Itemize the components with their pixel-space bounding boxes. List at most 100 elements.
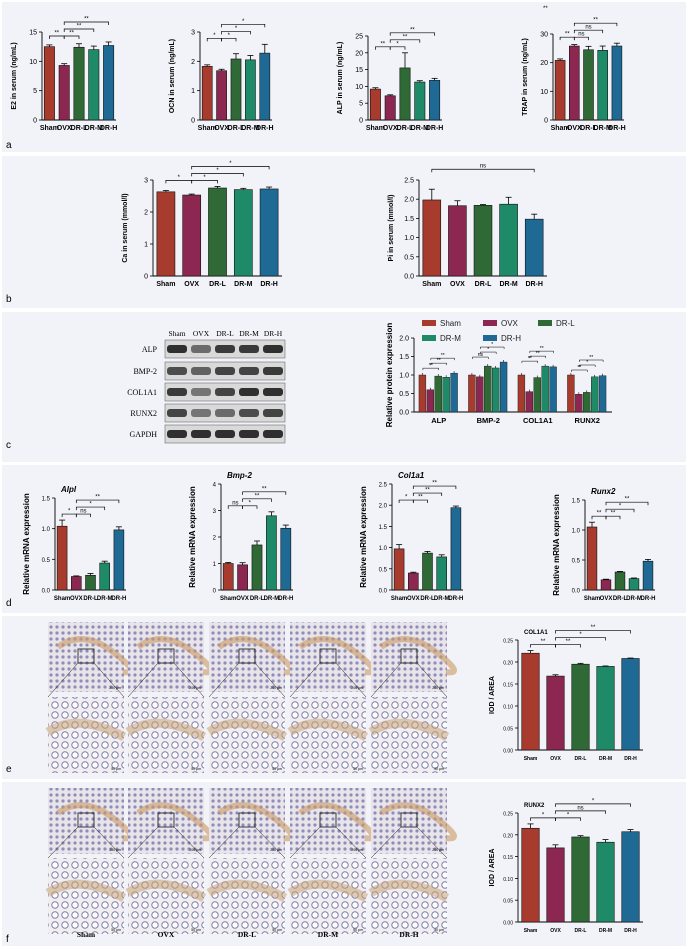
significance-bracket (555, 644, 581, 648)
y-tick-label: 2 (213, 536, 217, 542)
y-tick-label: 0.5 (399, 391, 409, 398)
bar-dr-m (99, 562, 110, 591)
chart-title: COL1A1 (524, 630, 548, 636)
chart-col1a1_iod: 0.00 0.05 0.10 0.15 0.20 0.25 IOD / AREA COL1A1… (489, 625, 643, 762)
ihc-zoom-line (93, 662, 125, 698)
y-tick-label: 0.0 (404, 274, 414, 281)
x-tick-label: DR-L (475, 281, 492, 288)
significance-bracket (191, 166, 270, 170)
significance-label: * (567, 812, 570, 818)
blot-band (263, 409, 283, 417)
ihc-zoom-box (157, 648, 175, 664)
significance-label: ns (577, 805, 583, 811)
panel-letter-c: c (6, 440, 11, 451)
x-tick-label: Sham (220, 596, 236, 602)
ihc-zoom-line (173, 662, 205, 698)
x-tick-label: Sham (391, 596, 407, 602)
panel-letter-e: e (6, 764, 12, 775)
ihc-zoom-line (127, 826, 159, 859)
significance-bracket (605, 515, 621, 520)
y-tick-label: 0.25 (503, 812, 513, 818)
y-tick-label: 3 (144, 178, 148, 185)
bar-sham (521, 827, 540, 923)
bar-sham (422, 199, 442, 277)
y-axis-label: IOD / AREA (489, 849, 496, 887)
bar-dr-h (259, 52, 271, 121)
x-tick-label: Sham (551, 125, 570, 132)
x-tick-label: DR-M (97, 596, 113, 602)
bar-col1a1-dr-h (549, 366, 557, 413)
bar-bmp-2-dr-h (499, 361, 508, 413)
ihc-zoom-box (157, 812, 175, 828)
ihc-trabecula (45, 718, 127, 741)
blot-band (239, 367, 259, 375)
x-tick-label: OVX (383, 125, 398, 132)
blot-band (239, 409, 259, 417)
bar-sham (369, 88, 381, 121)
ihc-zoom-line (254, 826, 286, 859)
x-tick-label: DR-H (608, 125, 626, 132)
ihc-trabecula (287, 879, 369, 902)
bar-dr-l (583, 49, 594, 121)
ihc-zoom-line (335, 662, 367, 698)
significance-label: ** (437, 358, 441, 364)
legend-swatch-dr-l (538, 320, 552, 326)
ihc-zoom-box (400, 648, 418, 664)
x-tick-label: DR-H (100, 125, 118, 132)
significance-label: ** (611, 511, 616, 517)
y-tick-label: 0.20 (503, 661, 513, 667)
x-tick-label: Sham (366, 125, 385, 132)
ihc-overview-col1a1-dr-l (209, 622, 285, 692)
ihc-scale-label: 200 μm (432, 848, 444, 852)
x-tick-label: DR-M (411, 125, 429, 132)
y-tick-label: 0.10 (503, 705, 513, 711)
significance-label: ** (418, 495, 423, 501)
significance-bracket (75, 499, 120, 504)
significance-bracket (579, 359, 604, 362)
ihc-trabecula (368, 879, 450, 902)
bar-col1a1-sham (517, 374, 526, 413)
x-tick-label: DR-M (599, 928, 612, 934)
ihc-trabecula (206, 718, 288, 741)
significance-label: ** (536, 351, 540, 357)
significance-label: ** (577, 365, 581, 371)
y-tick-label: 0.15 (503, 855, 513, 861)
ihc-group-label: DR-M (318, 930, 338, 939)
blot-band (167, 345, 187, 353)
bar-dr-m (499, 203, 518, 277)
y-tick-label: 2.5 (404, 178, 414, 185)
ihc-zoom-line (208, 662, 240, 698)
bar-ovx (546, 675, 565, 751)
y-tick-label: 1.0 (572, 529, 581, 535)
bar-dr-l (251, 544, 263, 591)
y-axis-label: E2 in serum (ng/mL) (11, 42, 18, 109)
y-tick-label: 3 (191, 30, 195, 37)
x-tick-label: DR-L (209, 281, 226, 288)
bar-dr-l (571, 836, 590, 923)
bar-bmp-2-sham (468, 374, 476, 413)
significance-bracket (221, 30, 251, 35)
bar-ovx (71, 576, 82, 591)
significance-label: * (229, 161, 232, 167)
x-tick-label: DR-M (434, 596, 450, 602)
significance-label: * (68, 509, 71, 515)
x-tick-label: ALP (431, 416, 446, 425)
bar-dr-m (596, 666, 615, 751)
significance-bracket (480, 351, 497, 355)
blot-row-label: ALP (142, 345, 158, 354)
chart-ocn: 0 1 2 3 OCN in serum (ng/mL) ShamOVXDR-LDR-MD… (169, 19, 274, 132)
blot-band (239, 388, 259, 396)
y-tick-label: 1.5 (572, 499, 581, 505)
ihc-scale-label: 50 μm (191, 928, 201, 932)
significance-label: * (216, 168, 219, 174)
blot-band (263, 345, 283, 353)
bar-sham (43, 46, 55, 121)
significance-label: ns (80, 509, 86, 515)
bar-dr-m (245, 59, 256, 121)
y-axis-label: Relative mRNA expression (22, 493, 31, 595)
blot-band (239, 430, 259, 438)
significance-bracket (389, 39, 421, 43)
blot-band (215, 409, 235, 417)
y-axis-label: Pi in serum (mmol/l) (388, 195, 395, 262)
